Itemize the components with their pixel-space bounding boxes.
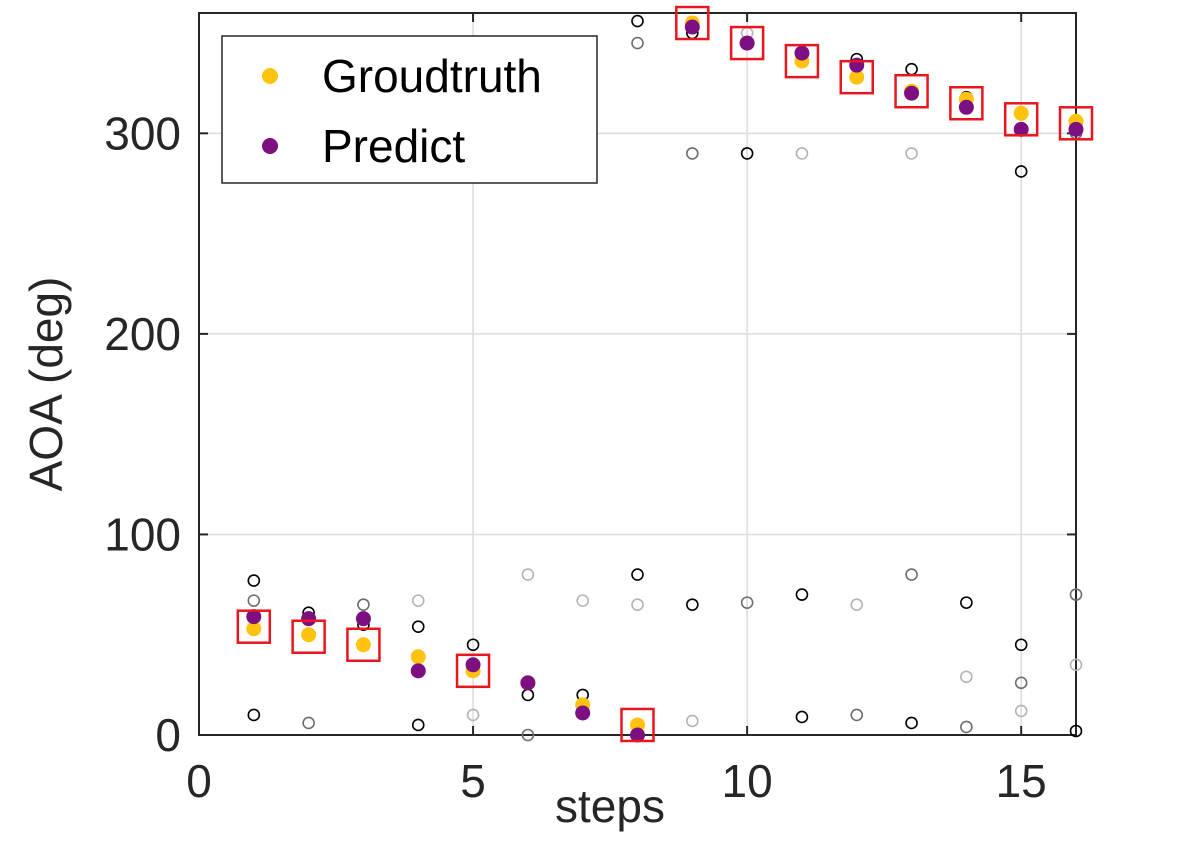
highlight-square <box>1058 106 1094 141</box>
predict-point <box>739 35 755 51</box>
candidate-point <box>905 147 918 160</box>
highlight-square <box>291 619 326 654</box>
candidate-point <box>247 574 261 587</box>
candidate-point <box>686 714 699 728</box>
candidate-point <box>795 147 809 160</box>
candidate-point <box>411 718 425 732</box>
candidate-point <box>1069 588 1083 601</box>
candidate-point <box>466 638 480 652</box>
candidate-point <box>1014 704 1028 718</box>
legend-label: Groudtruth <box>322 50 542 102</box>
candidate-point <box>411 620 425 634</box>
series-open-circle-series <box>247 14 1083 738</box>
candidate-point <box>466 708 480 722</box>
candidate-point <box>686 147 699 160</box>
candidate-point <box>631 568 644 581</box>
x-tick-label: 15 <box>996 755 1047 807</box>
tick-labels: 0 5 10 15 0 100 200 300 <box>104 107 1047 807</box>
groudtruth-point <box>410 649 426 665</box>
groudtruth-point <box>301 627 317 643</box>
legend-marker <box>262 138 278 154</box>
y-tick-label: 0 <box>155 709 181 761</box>
predict-point <box>575 705 591 721</box>
series-open-circle-series <box>411 26 1083 728</box>
candidate-point <box>740 596 754 609</box>
candidate-point <box>521 568 535 581</box>
highlight-square <box>1003 102 1039 137</box>
groudtruth-point <box>355 637 371 653</box>
predict-point <box>410 663 426 679</box>
legend: Groudtruth Predict <box>221 35 598 184</box>
candidate-point <box>905 568 918 581</box>
candidate-point <box>1069 658 1083 672</box>
y-tick-label: 300 <box>104 107 181 159</box>
candidate-point <box>631 14 644 28</box>
candidate-point <box>521 728 535 742</box>
highlight-square <box>894 73 929 109</box>
legend-label: Predict <box>322 120 465 172</box>
x-tick-label: 5 <box>460 755 486 807</box>
y-tick-label: 200 <box>104 308 181 360</box>
predict-point <box>1068 121 1084 137</box>
candidate-point <box>740 147 754 160</box>
predict-point <box>684 19 700 35</box>
predict-point <box>1013 121 1029 137</box>
candidate-point <box>1014 165 1028 178</box>
candidate-point <box>850 598 864 611</box>
highlight-square <box>455 653 491 689</box>
candidate-point <box>631 36 644 50</box>
x-axis-label: steps <box>555 780 665 832</box>
candidate-point <box>960 720 973 734</box>
predict-point <box>904 85 920 101</box>
x-tick-label: 10 <box>722 755 773 807</box>
predict-point <box>465 657 481 673</box>
predict-point <box>301 611 317 627</box>
predict-point <box>958 99 974 115</box>
legend-marker <box>262 68 278 84</box>
candidate-point <box>905 716 918 730</box>
predict-point <box>246 609 262 625</box>
candidate-point <box>411 594 425 607</box>
candidate-point <box>960 670 973 684</box>
groudtruth-point <box>246 621 262 637</box>
highlight-square <box>620 707 655 743</box>
candidate-point <box>357 598 370 611</box>
highlight-square <box>346 627 381 662</box>
highlight-square <box>839 59 874 95</box>
candidate-point <box>631 598 644 611</box>
groudtruth-point <box>1013 105 1029 121</box>
candidate-point <box>247 708 261 722</box>
candidate-point <box>247 594 261 607</box>
candidate-point <box>686 598 699 611</box>
highlight-square <box>675 5 710 41</box>
highlight-square <box>236 609 272 644</box>
legend-box <box>221 35 598 184</box>
highlight-square <box>729 25 765 61</box>
candidate-point <box>795 710 809 724</box>
candidate-point <box>1069 724 1083 738</box>
predict-point <box>630 727 645 743</box>
groudtruth-point <box>849 69 865 85</box>
candidate-point <box>960 596 973 609</box>
data-marks <box>236 5 1094 743</box>
candidate-point <box>795 588 809 601</box>
candidate-point <box>302 716 315 730</box>
candidate-point <box>1014 676 1028 690</box>
y-axis-label: AOA (deg) <box>20 277 72 492</box>
y-tick-label: 100 <box>104 508 181 560</box>
predict-point <box>849 57 865 73</box>
series-open-square-series <box>236 5 1094 743</box>
highlight-square <box>949 86 984 121</box>
candidate-point <box>576 594 589 607</box>
highlight-square <box>784 43 820 79</box>
candidate-point <box>850 708 864 722</box>
candidate-point <box>1014 638 1028 652</box>
x-tick-label: 0 <box>186 755 212 807</box>
predict-point <box>355 611 371 627</box>
predict-point <box>794 45 810 61</box>
predict-point <box>520 675 536 691</box>
